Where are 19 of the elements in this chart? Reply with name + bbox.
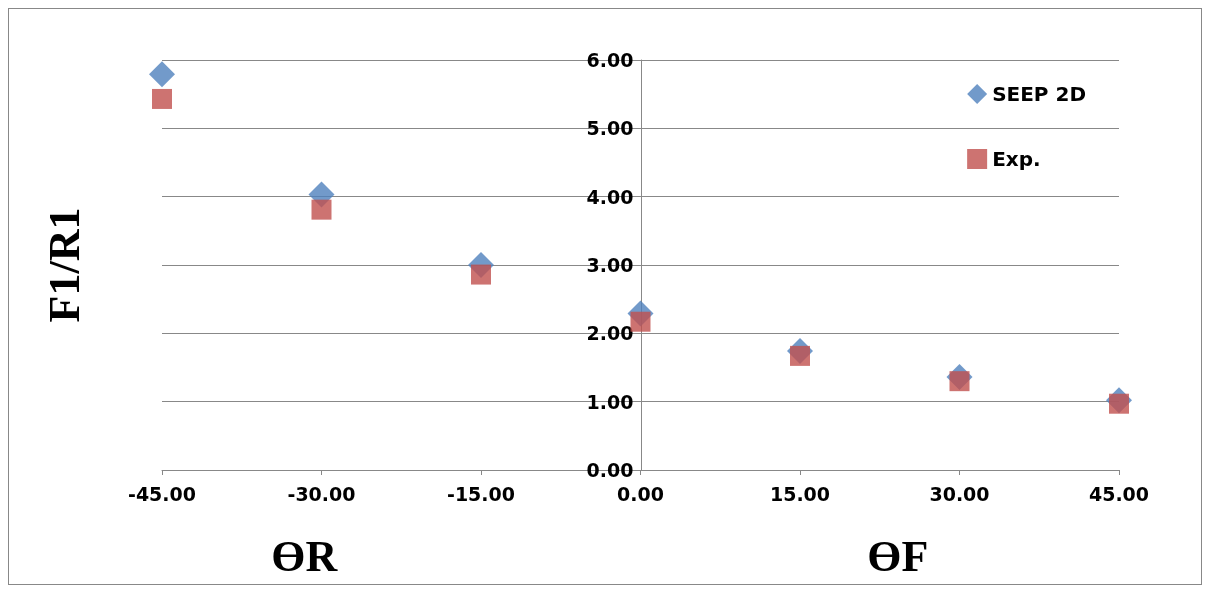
x-tick-label: -30.00 — [287, 482, 356, 505]
y-tick-label: 4.00 — [586, 185, 634, 208]
x-tick-label: -45.00 — [128, 482, 196, 505]
y-tick-label: 0.00 — [586, 459, 634, 481]
y-tick-label: 1.00 — [586, 390, 634, 413]
text: ϴR — [271, 531, 339, 581]
x-tick-label: 45.00 — [1088, 482, 1150, 505]
y-tick-label: 3.00 — [586, 254, 634, 276]
y-tick-label: 5.00 — [586, 117, 634, 140]
legend-label: Exp. — [992, 147, 1041, 171]
y-axis-title: F1/R1 — [40, 207, 89, 323]
legend-label: SEEP 2D — [992, 82, 1087, 106]
y-tick-label: 2.00 — [586, 322, 634, 345]
x-tick-label: 30.00 — [929, 482, 990, 505]
x-tick-label: 15.00 — [769, 482, 831, 505]
x-tick-label: 0.00 — [617, 482, 664, 505]
text: ϴF — [867, 531, 929, 581]
y-tick-label: 6.00 — [586, 49, 634, 71]
x-tick-label: -15.00 — [447, 482, 515, 505]
